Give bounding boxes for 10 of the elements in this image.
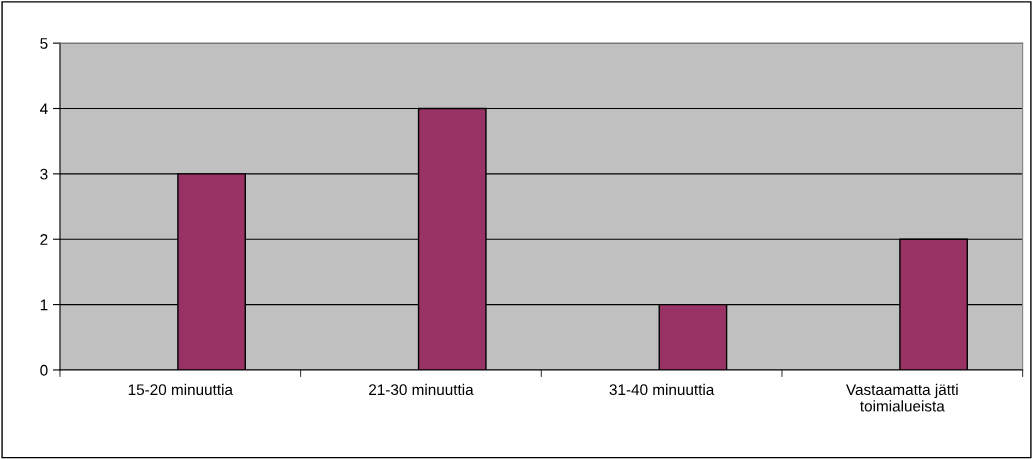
y-tick-label: 2 (40, 234, 48, 245)
y-tick-label: 0 (40, 364, 48, 376)
y-tick-label: 5 (40, 38, 48, 49)
y-tick-label: 1 (40, 299, 48, 311)
x-tick-label: 21-30 minuuttia (369, 383, 474, 396)
x-tick-label: Vastaamatta jätti toimialueista (846, 383, 958, 412)
x-tick-label: 15-20 minuuttia (128, 383, 233, 396)
y-tick-label: 3 (40, 168, 48, 180)
x-tick-label: 31-40 minuuttia (609, 383, 715, 396)
y-tick-label: 4 (40, 103, 48, 115)
